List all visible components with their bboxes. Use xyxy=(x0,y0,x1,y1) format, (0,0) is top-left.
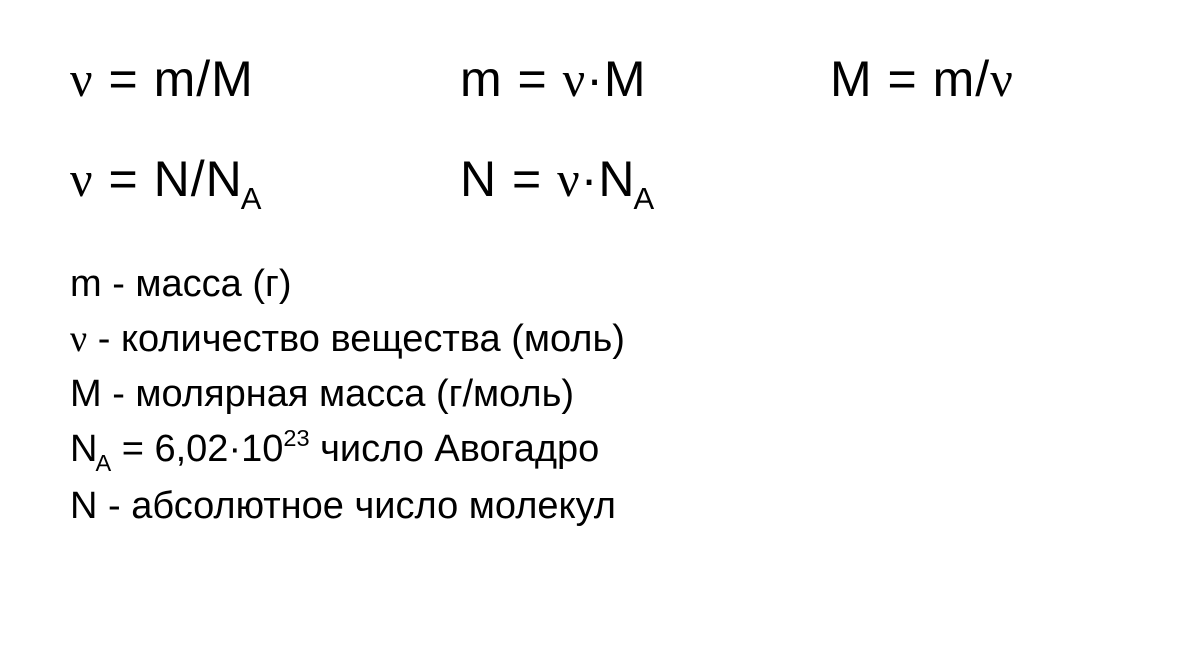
equals-value: = 6,02·10 xyxy=(111,428,283,470)
legend: m - масса (г) ν - количество вещества (м… xyxy=(70,257,1130,534)
formula-N-eq-nu-NA: N = ν·NA xyxy=(460,150,830,215)
equals: = xyxy=(94,51,154,107)
equals: = xyxy=(873,51,933,107)
rhs1: N/N xyxy=(154,151,243,207)
symbol-nu: ν xyxy=(990,51,1014,107)
rhs2: M xyxy=(604,51,647,107)
dot: · xyxy=(581,151,599,207)
subscript-A: A xyxy=(633,181,655,216)
symbol-M: M xyxy=(70,373,102,415)
symbol-nu: ν xyxy=(557,151,581,207)
legend-text: - масса (г) xyxy=(102,263,292,305)
lhs: m xyxy=(460,51,503,107)
symbol-nu: ν xyxy=(563,51,587,107)
lhs: M xyxy=(830,51,873,107)
legend-text: - молярная масса (г/моль) xyxy=(102,373,574,415)
formula-row-2: ν = N/NA N = ν·NA xyxy=(70,150,1130,215)
formula-row-1: ν = m/M m = ν·M M = m/ν xyxy=(70,50,1130,108)
symbol-nu: ν xyxy=(70,151,94,207)
legend-text: - количество вещества (моль) xyxy=(87,318,625,360)
symbol-m: m xyxy=(70,263,102,305)
legend-molar-mass: M - молярная масса (г/моль) xyxy=(70,367,1130,422)
dot: · xyxy=(586,51,604,107)
legend-text: - абсолютное число молекул xyxy=(97,485,615,527)
formula-nu-eq-N-over-NA: ν = N/NA xyxy=(70,150,460,215)
subscript-A: A xyxy=(95,450,111,476)
formula-nu-eq-m-over-M: ν = m/M xyxy=(70,50,460,108)
rhs2: N xyxy=(598,151,635,207)
equals: = xyxy=(94,151,154,207)
legend-amount-of-substance: ν - количество вещества (моль) xyxy=(70,312,1130,367)
formula-m-eq-nu-M: m = ν·M xyxy=(460,50,830,108)
legend-text: число Авогадро xyxy=(310,428,600,470)
symbol-N: N xyxy=(70,485,97,527)
rhs: m/M xyxy=(154,51,254,107)
formula-M-eq-m-over-nu: M = m/ν xyxy=(830,50,1014,108)
symbol-N: N xyxy=(70,428,97,470)
legend-mass: m - масса (г) xyxy=(70,257,1130,312)
subscript-A: A xyxy=(241,181,263,216)
symbol-nu: ν xyxy=(70,318,87,360)
legend-number-of-molecules: N - абсолютное число молекул xyxy=(70,479,1130,534)
formula-sheet: ν = m/M m = ν·M M = m/ν ν = N/NA N = ν·N… xyxy=(0,0,1200,648)
lhs: N xyxy=(460,151,497,207)
exponent-23: 23 xyxy=(283,425,309,451)
symbol-nu: ν xyxy=(70,51,94,107)
equals: = xyxy=(503,51,563,107)
rhs1: m/ xyxy=(933,51,991,107)
legend-avogadro: NA = 6,02·1023 число Авогадро xyxy=(70,422,1130,479)
equals: = xyxy=(497,151,557,207)
